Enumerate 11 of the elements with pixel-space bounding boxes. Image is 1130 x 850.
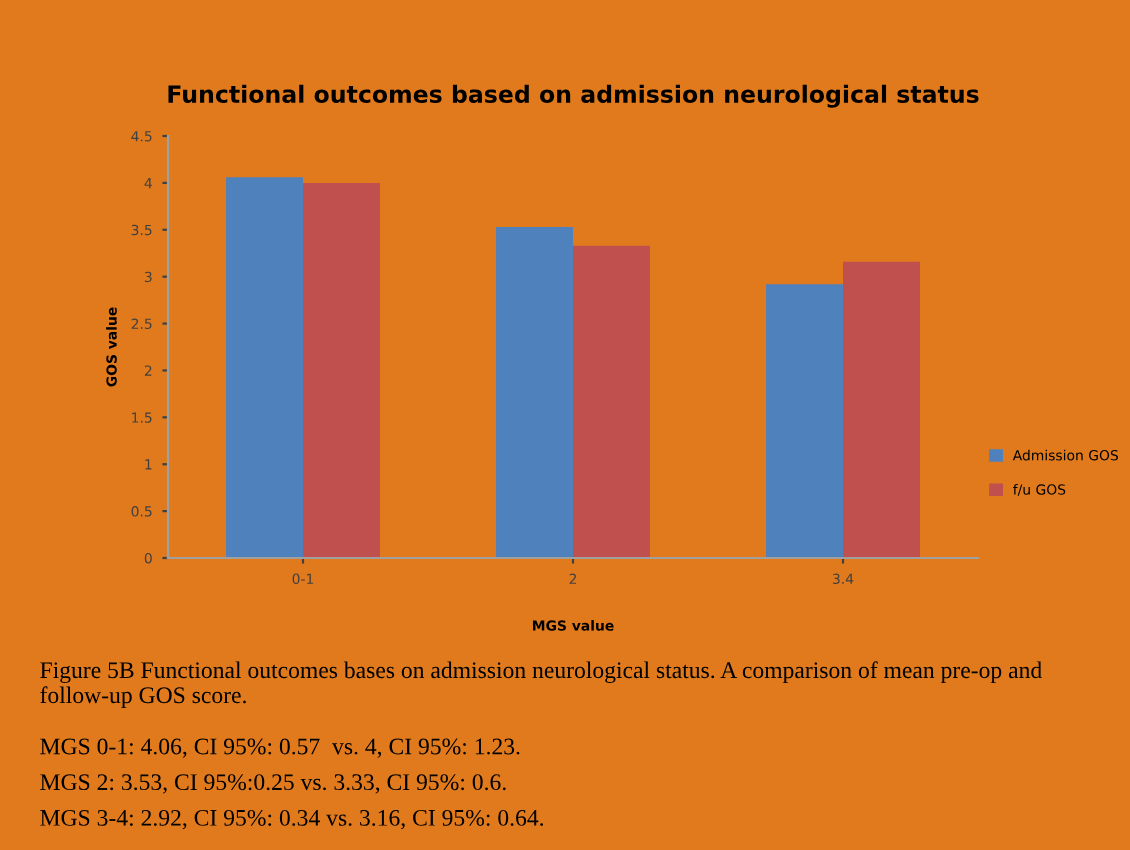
chart-title: Functional outcomes based on admission neurological status [168,84,979,108]
bar [303,182,380,558]
text: MGS 2: 3.53, CI 95%:0.25 vs. 3.33, CI 95%: 0.6. [40,774,506,794]
text: MGS 0-1: 4.06, CI 95%: 0.57 vs. 4, CI 95%: 1.23. [40,738,520,758]
bar [496,226,573,558]
bar [226,177,303,558]
caption: Figure 5B Functional outcomes bases on admission neurological status. A comparison of mean pre-op and follow-up GOS score. [40,661,1042,708]
bar [843,261,920,558]
bar [766,284,843,558]
text: MGS 3-4: 2.92, CI 95%: 0.34 vs. 3.16, CI 95%: 0.64. [40,809,544,830]
bar [573,245,650,558]
